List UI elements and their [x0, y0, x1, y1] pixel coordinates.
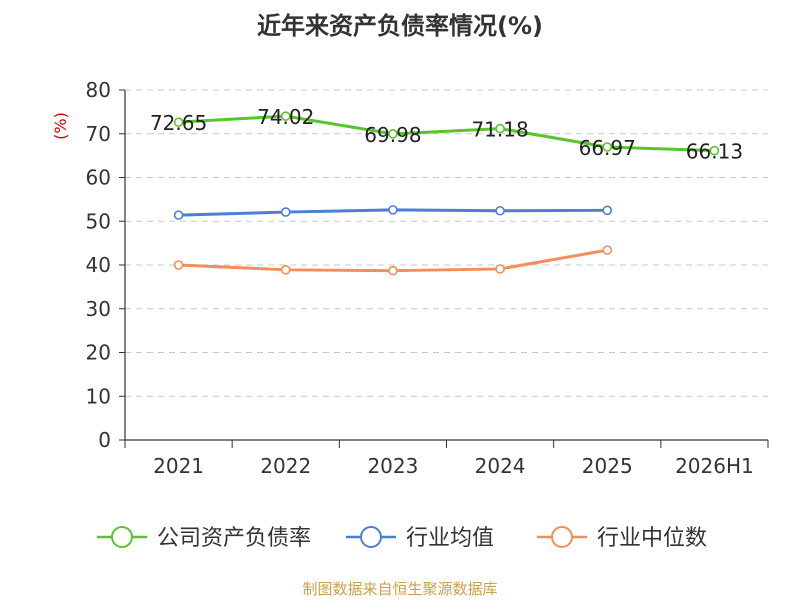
x-tick-label-2024: 2024 [475, 454, 526, 478]
series-layer [173, 111, 720, 276]
point-1-2023 [388, 205, 398, 215]
x-tick-label-2023: 2023 [367, 454, 418, 478]
legend: 公司资产负债率 行业均值 行业中位数 [97, 526, 707, 551]
x-tick-label-2026H1: 2026H1 [675, 454, 754, 478]
data-label-2023: 69.98 [364, 123, 421, 147]
y-tick-label-70: 70 [86, 122, 111, 146]
y-axis-unit: (%) [51, 112, 70, 140]
source-note: 制图数据来自恒生聚源数据库 [302, 580, 497, 598]
legend-marker-2 [551, 526, 573, 548]
data-label-2022: 74.02 [257, 105, 314, 129]
legend-label-2: 行业中位数 [597, 526, 707, 551]
x-tick-label-2021: 2021 [153, 454, 204, 478]
gridlines [125, 89, 768, 397]
data-label-2024: 71.18 [471, 118, 528, 142]
point-0-2026H1 [709, 145, 720, 156]
point-1-2024 [495, 205, 505, 216]
y-tick-label-40: 40 [86, 253, 111, 277]
point-0-2025 [602, 142, 613, 152]
data-label-2025: 66.97 [579, 136, 636, 160]
series-line-0 [178, 114, 715, 153]
data-label-2026H1: 66.13 [686, 140, 743, 164]
y-tick-label-30: 30 [86, 297, 111, 321]
point-0-2024 [495, 123, 505, 134]
point-0-2023 [388, 129, 398, 139]
point-1-2025 [602, 205, 613, 216]
data-label-2021: 72.65 [150, 111, 207, 135]
legend-label-0: 公司资产负债率 [157, 526, 311, 551]
y-tick-label-60: 60 [86, 166, 111, 190]
point-0-2022 [280, 111, 291, 121]
y-tick-label-10: 10 [86, 384, 111, 408]
legend-label-1: 行业均值 [406, 526, 494, 551]
x-tick-label-2022: 2022 [260, 454, 311, 478]
y-tick-label-0: 0 [98, 428, 111, 452]
axes: 0 10 20 30 40 50 60 70 80 2021 2022 2023 2024 2025 202… [86, 78, 769, 478]
y-tick-label-80: 80 [86, 78, 111, 102]
y-tick-label-20: 20 [86, 341, 111, 365]
point-1-2021 [173, 210, 184, 220]
y-tick-label-50: 50 [86, 209, 111, 233]
point-0-2021 [173, 117, 184, 127]
point-2-2021 [173, 260, 184, 270]
legend-marker-1 [360, 526, 382, 548]
data-labels: 72.65 74.02 69.98 71.18 66.97 66.13 [150, 105, 743, 164]
x-tick-label-2025: 2025 [582, 454, 633, 478]
point-2-2025 [602, 245, 613, 255]
point-1-2022 [280, 207, 291, 217]
point-2-2023 [388, 265, 398, 276]
legend-marker-0 [111, 526, 133, 548]
chart-title: 近年来资产负债率情况(%) [257, 12, 543, 40]
point-2-2022 [280, 265, 291, 275]
point-2-2024 [495, 264, 505, 274]
